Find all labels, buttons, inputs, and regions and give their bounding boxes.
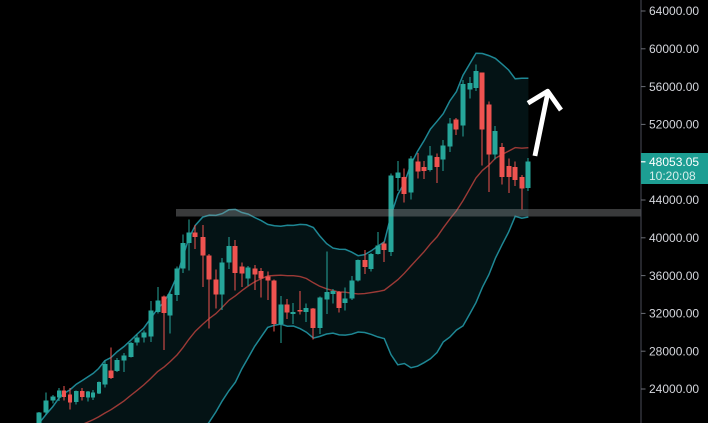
svg-text:56000.00: 56000.00 bbox=[649, 80, 699, 94]
svg-text:40000.00: 40000.00 bbox=[649, 231, 699, 245]
svg-text:24000.00: 24000.00 bbox=[649, 382, 699, 396]
svg-text:32000.00: 32000.00 bbox=[649, 307, 699, 321]
svg-text:60000.00: 60000.00 bbox=[649, 42, 699, 56]
svg-text:48053.05: 48053.05 bbox=[649, 155, 699, 169]
svg-text:64000.00: 64000.00 bbox=[649, 4, 699, 18]
svg-text:10:20:08: 10:20:08 bbox=[649, 169, 696, 183]
svg-text:36000.00: 36000.00 bbox=[649, 269, 699, 283]
svg-text:44000.00: 44000.00 bbox=[649, 193, 699, 207]
svg-text:52000.00: 52000.00 bbox=[649, 118, 699, 132]
svg-text:28000.00: 28000.00 bbox=[649, 344, 699, 358]
